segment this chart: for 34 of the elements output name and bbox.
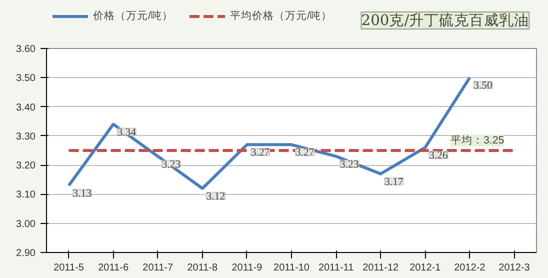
x-tick-label: 2011-10 <box>274 262 310 274</box>
y-tick-label: 3.40 <box>16 102 36 114</box>
data-label: 3.27 <box>250 148 270 159</box>
y-tick-label: 3.30 <box>16 131 36 142</box>
data-label: 3.27 <box>296 148 315 159</box>
line-series <box>67 76 472 190</box>
legend-label: 平均价格（万元/吨） <box>230 9 332 23</box>
data-label: 3.26 <box>429 150 448 162</box>
data-label: 3.34 <box>117 127 137 138</box>
x-tick-label: 2012-2 <box>454 262 486 274</box>
x-tick-label: 2011-9 <box>232 262 263 274</box>
annotation: 平均：3.25 <box>450 134 504 146</box>
x-tick-label: 2011-6 <box>98 262 129 274</box>
x-tick-label: 2012-3 <box>498 262 530 274</box>
x-tick-label: 2011-12 <box>362 262 400 274</box>
y-tick-label: 2.90 <box>16 248 36 259</box>
x-tick-label: 2012-1 <box>410 262 442 274</box>
y-tick-label: 3.50 <box>16 73 36 84</box>
x-tick-label: 2011-8 <box>187 262 218 274</box>
x-tick-label: 2011-11 <box>318 262 354 274</box>
x-tick-label: 2011-5 <box>54 262 84 274</box>
x-tick-label: 2011-7 <box>142 262 174 274</box>
data-label: 3.23 <box>340 159 359 170</box>
y-tick-label: 3.00 <box>16 218 36 230</box>
y-tick-label: 3.10 <box>16 190 36 201</box>
data-label: 3.12 <box>206 191 226 202</box>
data-label: 3.23 <box>162 159 181 170</box>
legend-label: 价格（万元/吨） <box>93 9 173 23</box>
data-label: 3.17 <box>384 176 404 188</box>
data-label: 3.50 <box>474 80 492 92</box>
data-label: 3.13 <box>72 188 92 200</box>
chart-title: 200克/升丁硫克百威乳油 <box>361 12 530 29</box>
y-tick-label: 3.20 <box>16 160 36 172</box>
y-tick-label: 3.60 <box>16 44 36 55</box>
